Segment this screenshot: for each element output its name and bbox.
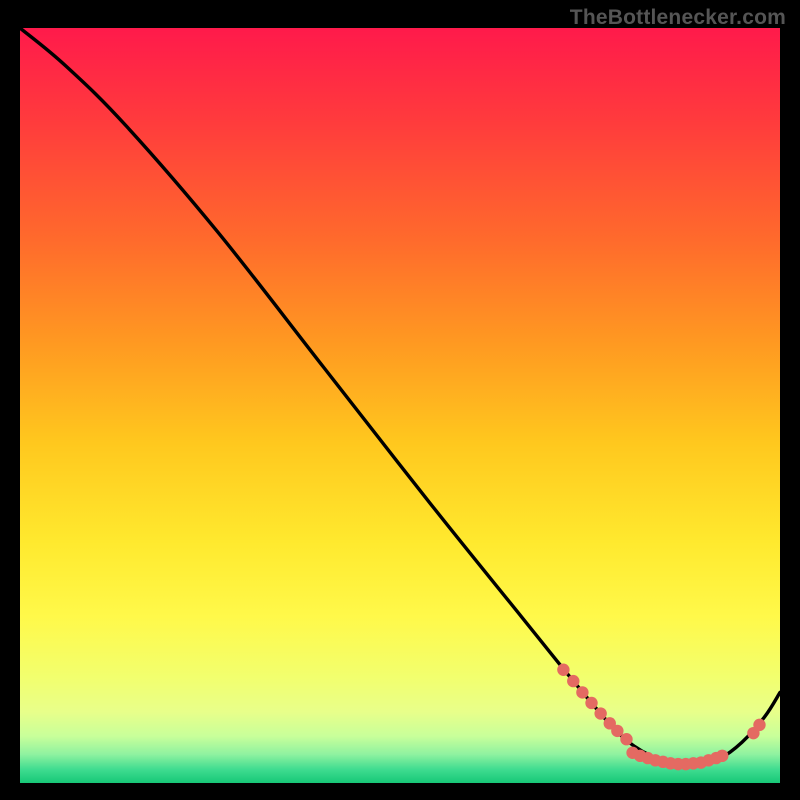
data-marker bbox=[620, 733, 632, 745]
data-marker bbox=[611, 725, 623, 737]
data-marker bbox=[753, 719, 765, 731]
data-marker bbox=[716, 750, 728, 762]
data-marker bbox=[576, 686, 588, 698]
plot-area bbox=[20, 28, 780, 783]
data-marker bbox=[557, 664, 569, 676]
plot-svg bbox=[20, 28, 780, 783]
chart-container: TheBottlenecker.com bbox=[0, 0, 800, 800]
gradient-background bbox=[20, 28, 780, 783]
data-marker bbox=[594, 707, 606, 719]
data-marker bbox=[585, 697, 597, 709]
watermark-text: TheBottlenecker.com bbox=[570, 6, 786, 30]
data-marker bbox=[567, 675, 579, 687]
